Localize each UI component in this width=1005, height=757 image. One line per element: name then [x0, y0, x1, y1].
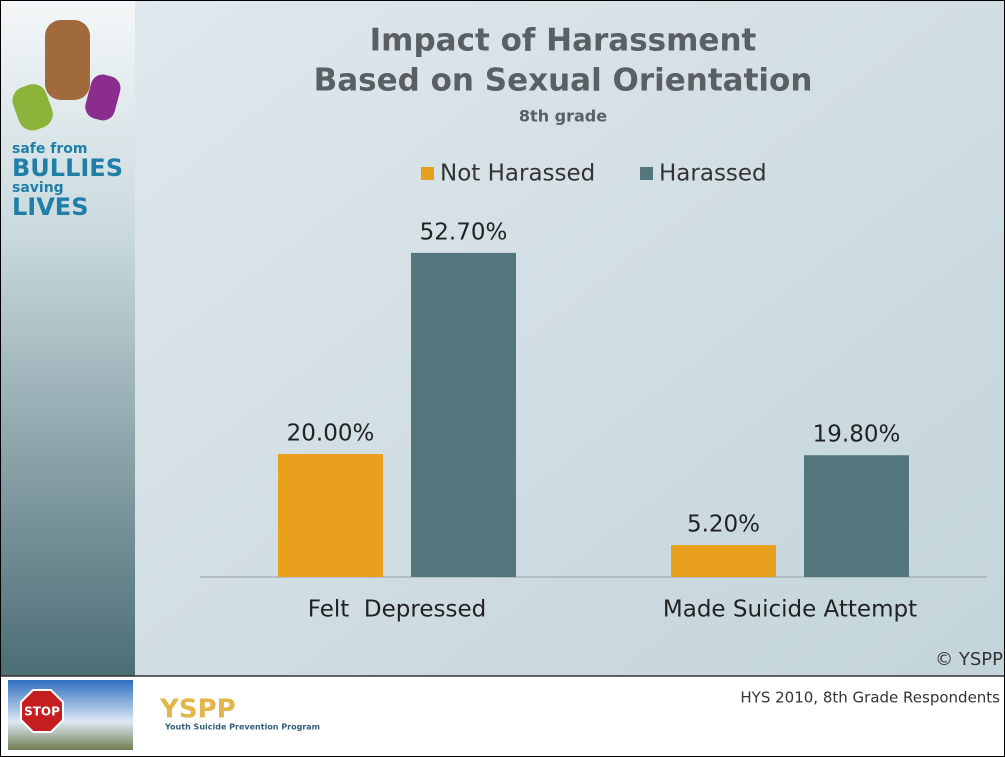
bar	[278, 454, 383, 577]
logo-hands	[12, 20, 121, 131]
org-name: Youth Suicide Prevention Program	[164, 723, 320, 732]
org-logo: YSPP	[159, 695, 236, 725]
logo-line: saving	[12, 180, 64, 196]
data-label: 20.00%	[287, 421, 375, 447]
bar	[411, 252, 516, 577]
logo-line: LIVES	[12, 193, 88, 221]
data-label: 19.80%	[813, 422, 901, 448]
logo-text: safe from BULLIES saving LIVES	[12, 141, 123, 221]
legend-swatch	[421, 167, 434, 180]
copyright: © YSPP	[935, 649, 1003, 670]
x-tick-label: Made Suicide Attempt	[663, 597, 917, 623]
chart-title: Based on Sexual Orientation	[314, 63, 813, 99]
data-label: 52.70%	[420, 219, 508, 245]
x-tick-label: Felt Depressed	[308, 597, 486, 623]
logo-line: BULLIES	[12, 154, 123, 182]
source: HYS 2010, 8th Grade Respondents	[740, 689, 1000, 707]
data-label: 5.20%	[687, 512, 760, 538]
legend-label: Harassed	[659, 161, 767, 187]
legend-label: Not Harassed	[440, 161, 595, 187]
stop-text: STOP	[24, 705, 60, 719]
legend-swatch	[640, 167, 653, 180]
bar	[804, 455, 909, 577]
stop-sign	[20, 689, 64, 733]
logo-line: safe from	[12, 141, 87, 157]
bar	[671, 545, 776, 577]
chart-title: Impact of Harassment	[370, 23, 757, 59]
chart-subtitle: 8th grade	[519, 107, 607, 126]
